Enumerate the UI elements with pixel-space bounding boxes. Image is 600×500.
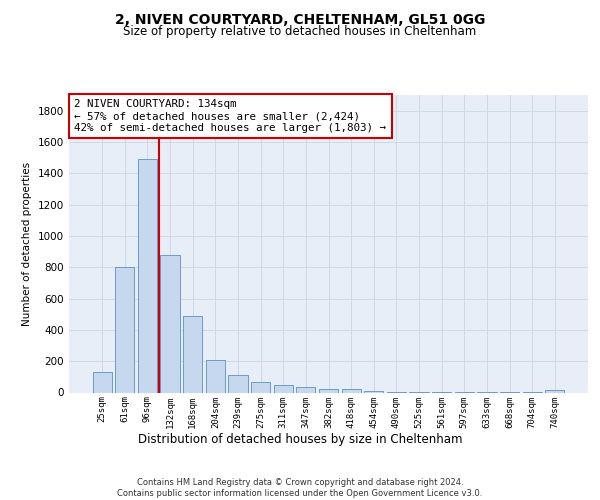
Text: 2 NIVEN COURTYARD: 134sqm
← 57% of detached houses are smaller (2,424)
42% of se: 2 NIVEN COURTYARD: 134sqm ← 57% of detac…	[74, 100, 386, 132]
Bar	[319, 388, 338, 392]
Bar	[206, 360, 225, 392]
Text: 2, NIVEN COURTYARD, CHELTENHAM, GL51 0GG: 2, NIVEN COURTYARD, CHELTENHAM, GL51 0GG	[115, 12, 485, 26]
Bar	[545, 390, 565, 392]
Text: Size of property relative to detached houses in Cheltenham: Size of property relative to detached ho…	[124, 25, 476, 38]
Y-axis label: Number of detached properties: Number of detached properties	[22, 162, 32, 326]
Bar	[115, 267, 134, 392]
Bar	[92, 372, 112, 392]
Bar	[341, 390, 361, 392]
Bar	[229, 376, 248, 392]
Bar	[251, 382, 270, 392]
Bar	[274, 386, 293, 392]
Bar	[138, 159, 157, 392]
Text: Contains HM Land Registry data © Crown copyright and database right 2024.
Contai: Contains HM Land Registry data © Crown c…	[118, 478, 482, 498]
Text: Distribution of detached houses by size in Cheltenham: Distribution of detached houses by size …	[138, 432, 462, 446]
Bar	[160, 254, 180, 392]
Bar	[296, 387, 316, 392]
Bar	[364, 391, 383, 392]
Bar	[183, 316, 202, 392]
